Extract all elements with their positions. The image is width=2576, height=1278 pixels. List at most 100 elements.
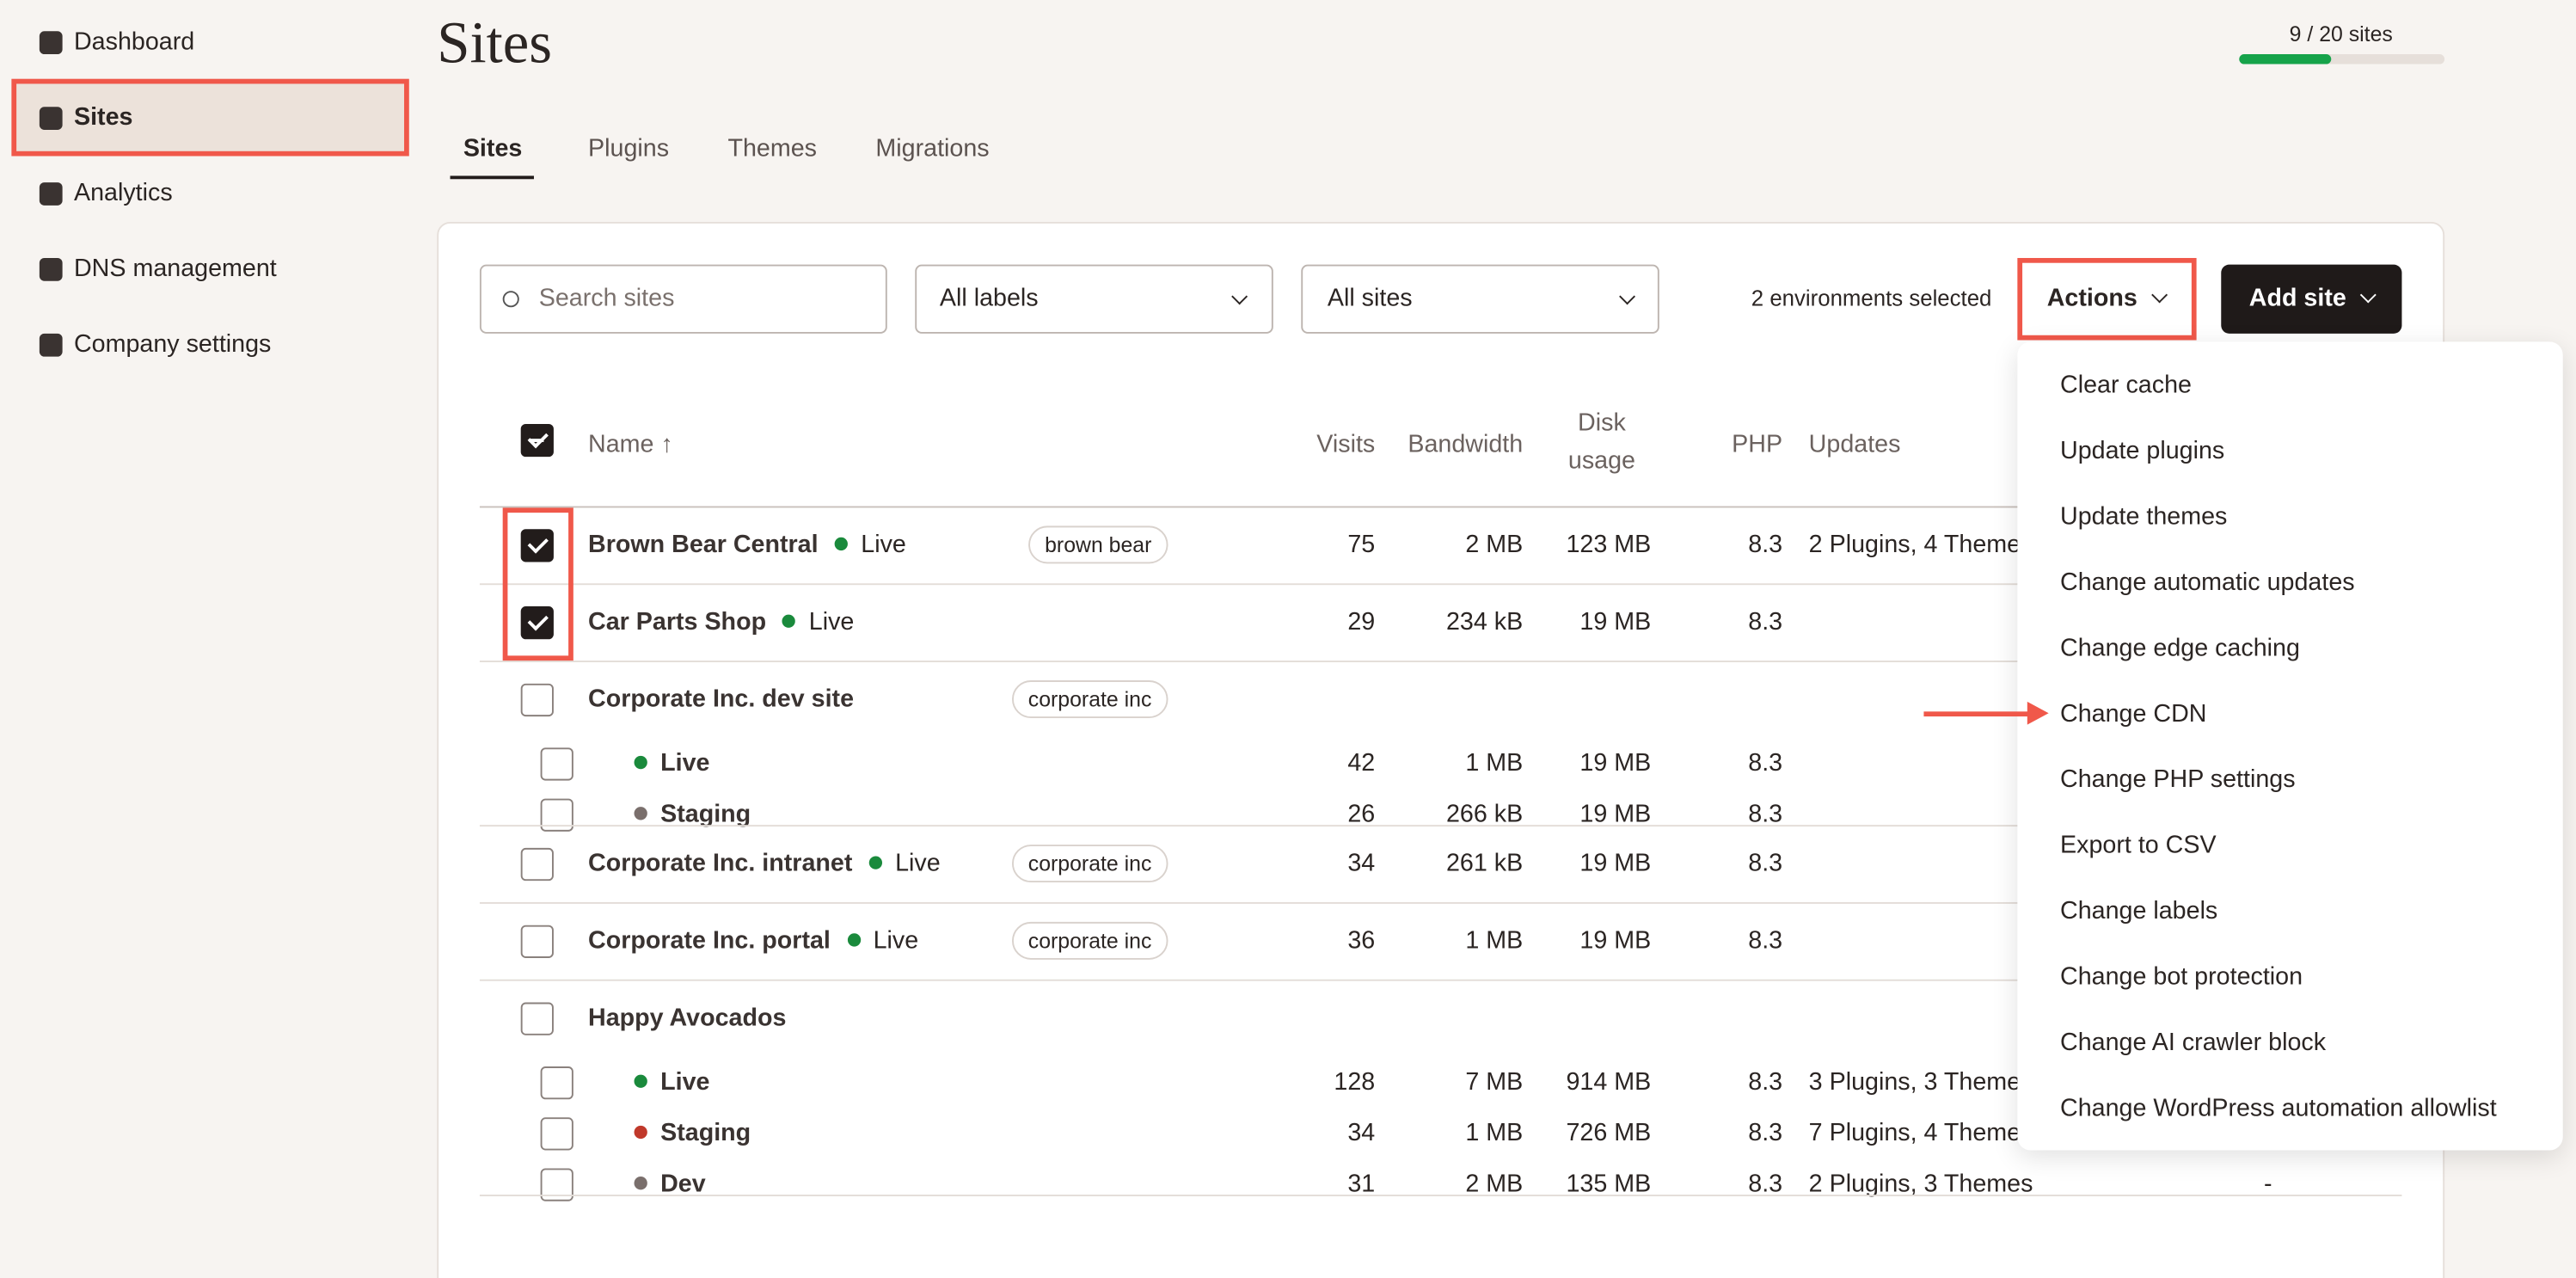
cell-php: 8.3 (1748, 749, 1783, 777)
env-name: Staging (617, 1118, 751, 1147)
row-checkbox[interactable] (520, 846, 554, 881)
usage-label: 9 / 20 sites (2289, 21, 2393, 46)
add-site-text: Add site (2248, 284, 2346, 313)
menu-item[interactable]: Change edge caching (2060, 634, 2300, 663)
env-checkbox[interactable] (540, 798, 573, 832)
search-placeholder: Search sites (538, 284, 675, 313)
status: Live (808, 607, 855, 636)
site-name[interactable]: Corporate Inc. dev site (588, 685, 855, 714)
updates: 7 Plugins, 4 Themes (1808, 1118, 2033, 1146)
row-checkbox[interactable] (520, 683, 554, 717)
cell-visits: 29 (1347, 607, 1376, 636)
menu-item[interactable]: Change automatic updates (2060, 568, 2355, 597)
menu-item[interactable]: Change WordPress automation allowlist (2060, 1094, 2497, 1123)
status-dot (847, 932, 861, 946)
search-box[interactable] (479, 264, 887, 334)
row-checkbox[interactable] (520, 924, 554, 957)
menu-item[interactable]: Clear cache (2060, 371, 2192, 400)
tab[interactable]: Sites (463, 134, 523, 163)
select-all[interactable] (520, 423, 554, 458)
updates: 2 Plugins, 3 Themes (1808, 1170, 2033, 1198)
cell-bandwidth: 1 MB (1465, 749, 1524, 777)
status: Live (660, 749, 710, 777)
cell-bandwidth: 1 MB (1465, 925, 1524, 955)
site-name[interactable]: Happy Avocados (588, 1003, 787, 1031)
status: Staging (660, 800, 751, 828)
site-label: corporate inc (1011, 844, 1168, 882)
checkbox-highlight (502, 507, 573, 661)
cell-disk: 726 MB (1566, 1118, 1652, 1146)
cell-disk: 135 MB (1566, 1170, 1652, 1198)
row-separator (479, 978, 2402, 980)
status-dot (634, 1177, 647, 1190)
site-filter[interactable] (1301, 264, 1659, 334)
actions-menu: Clear cache Update plugins Update themes Ch… (2017, 341, 2563, 1151)
usage-track (2239, 54, 2445, 65)
cell-disk: 914 MB (1566, 1066, 1652, 1096)
nav-item[interactable]: Company settings (73, 330, 272, 359)
column-header: Updates (1808, 430, 1901, 459)
menu-item[interactable]: Update plugins (2060, 437, 2225, 465)
menu-item[interactable]: Change bot protection (2060, 962, 2303, 992)
tab[interactable]: Themes (727, 134, 817, 163)
search-icon (502, 291, 519, 308)
env-checkbox[interactable] (540, 1066, 573, 1099)
cell-visits: 34 (1347, 848, 1376, 877)
menu-item[interactable]: Change PHP settings (2060, 765, 2296, 794)
menu-item[interactable]: Export to CSV (2060, 831, 2217, 860)
nav-item[interactable]: Dashboard (73, 28, 195, 56)
site-row-name: Car Parts Shop Live (588, 608, 854, 637)
nav-item[interactable]: DNS management (73, 255, 277, 283)
menu-item[interactable]: Change labels (2060, 897, 2218, 925)
env-checkbox[interactable] (540, 1168, 573, 1201)
site-row-name: Brown Bear Central Live (588, 531, 906, 560)
status: Live (861, 531, 906, 559)
cell-bandwidth: 7 MB (1465, 1066, 1524, 1096)
row-checkbox[interactable] (520, 1001, 554, 1035)
row-checkbox[interactable] (520, 529, 554, 562)
menu-item[interactable]: Change CDN (2060, 699, 2207, 728)
site-name[interactable]: Brown Bear Central (588, 531, 819, 559)
nav-icon (39, 31, 63, 55)
tab[interactable]: Plugins (588, 134, 670, 163)
row-separator (479, 583, 2402, 586)
actions-button[interactable] (2017, 257, 2197, 341)
menu-item[interactable]: Change AI crawler block (2060, 1029, 2327, 1057)
cell-php: 8.3 (1748, 1066, 1783, 1096)
status: Dev (660, 1170, 706, 1198)
label-filter[interactable] (915, 264, 1273, 334)
site-name[interactable]: Corporate Inc. intranet (588, 848, 853, 877)
status-dot (782, 614, 796, 628)
site-row-name: Corporate Inc. dev site (588, 685, 854, 715)
cell-visits: 42 (1347, 749, 1376, 777)
nav-item[interactable]: Analytics (73, 179, 173, 207)
cell-visits: 31 (1347, 1170, 1376, 1198)
env-checkbox[interactable] (540, 1116, 573, 1150)
arrow-head (2027, 701, 2049, 725)
updates: 3 Plugins, 3 Themes (1808, 1066, 2033, 1096)
arrow-line (1923, 711, 2029, 717)
env-checkbox[interactable] (540, 747, 573, 781)
column-header: Visits (1316, 430, 1376, 459)
menu-item[interactable]: Update themes (2060, 502, 2228, 531)
cell-visits: 34 (1347, 1118, 1376, 1146)
cell-php: 8.3 (1748, 800, 1783, 828)
status: Staging (660, 1118, 751, 1146)
tab-underline (450, 175, 534, 180)
row-checkbox[interactable] (520, 606, 554, 640)
add-site-button[interactable] (2221, 264, 2402, 334)
cell-php: 8.3 (1748, 531, 1783, 559)
row-separator (479, 824, 2402, 826)
row-separator (479, 1194, 2402, 1196)
nav-item[interactable]: Sites (73, 103, 133, 132)
status-dot (634, 1124, 647, 1139)
row-separator (479, 901, 2402, 903)
cell-php: 8.3 (1748, 1170, 1783, 1198)
status: Live (660, 1066, 710, 1096)
tab[interactable]: Migrations (875, 134, 990, 163)
site-name[interactable]: Corporate Inc. portal (588, 925, 831, 955)
cell-visits: 75 (1347, 531, 1376, 559)
site-label: corporate inc (1011, 680, 1168, 718)
site-name[interactable]: Car Parts Shop (588, 607, 767, 636)
